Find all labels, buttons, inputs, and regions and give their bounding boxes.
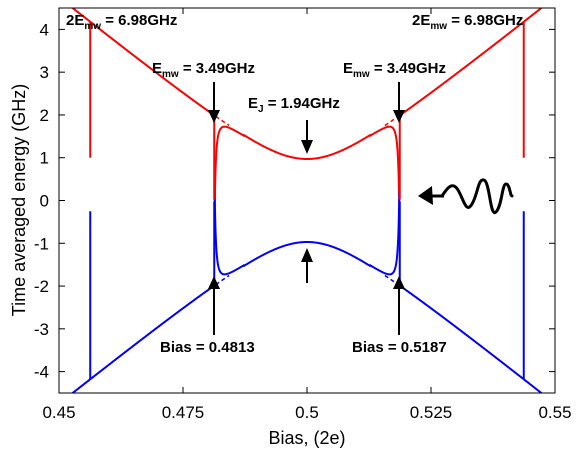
y-tick-label: -4 xyxy=(34,363,49,382)
y-tick-label: 3 xyxy=(40,63,49,82)
annotation-mw-left: Emw = 3.49GHz xyxy=(152,60,255,80)
upper-branch-middle xyxy=(213,125,401,210)
arrow-ej-down xyxy=(301,120,313,154)
y-axis-title: Time averaged energy (GHz) xyxy=(9,84,29,316)
y-tick-label: 2 xyxy=(40,106,49,125)
lower-branch-right xyxy=(401,286,543,393)
x-tick-label: 0.525 xyxy=(410,403,453,422)
x-tick-label: 0.5 xyxy=(295,403,319,422)
x-tick-label: 0.45 xyxy=(42,403,75,422)
arrow-mw-right xyxy=(393,82,405,123)
y-tick-label: -2 xyxy=(34,277,49,296)
y-tick-label: -3 xyxy=(34,320,49,339)
annotation-two-mw-left: 2Emw = 6.98GHz xyxy=(66,12,177,32)
curves-layer xyxy=(71,8,543,393)
x-tick-label: 0.55 xyxy=(538,403,571,422)
annotation-bias-right: Bias = 0.5187 xyxy=(352,339,447,356)
x-tick-label: 0.475 xyxy=(162,403,205,422)
annotation-ej: EJ = 1.94GHz xyxy=(248,95,340,115)
lower-branch-middle xyxy=(213,191,401,276)
arrow-mw-left xyxy=(208,82,220,123)
microwave-wave-icon xyxy=(418,178,514,214)
y-tick-label: 4 xyxy=(40,20,49,39)
y-tick-label: 0 xyxy=(40,192,49,211)
upper-branch-left xyxy=(71,8,213,115)
annotation-bias-left: Bias = 0.4813 xyxy=(160,339,255,356)
ticks-layer: 0.45 0.475 0.5 0.525 0.55 4 3 2 1 0 -1 -2 -3 -4 xyxy=(34,8,572,422)
arrow-bias-left xyxy=(208,276,220,335)
upper-branch-right xyxy=(401,8,543,115)
y-tick-label: 1 xyxy=(40,149,49,168)
x-axis-title: Bias, (2e) xyxy=(268,428,345,448)
plot-frame xyxy=(58,7,556,394)
annotation-mw-right: Emw = 3.49GHz xyxy=(343,60,446,80)
y-tick-label: -1 xyxy=(34,234,49,253)
arrows-layer xyxy=(208,82,405,335)
arrow-bias-right xyxy=(393,276,405,335)
arrow-ej-up xyxy=(301,248,313,283)
lower-branch-left xyxy=(71,286,213,393)
annotation-two-mw-right: 2Emw = 6.98GHz xyxy=(412,12,523,32)
